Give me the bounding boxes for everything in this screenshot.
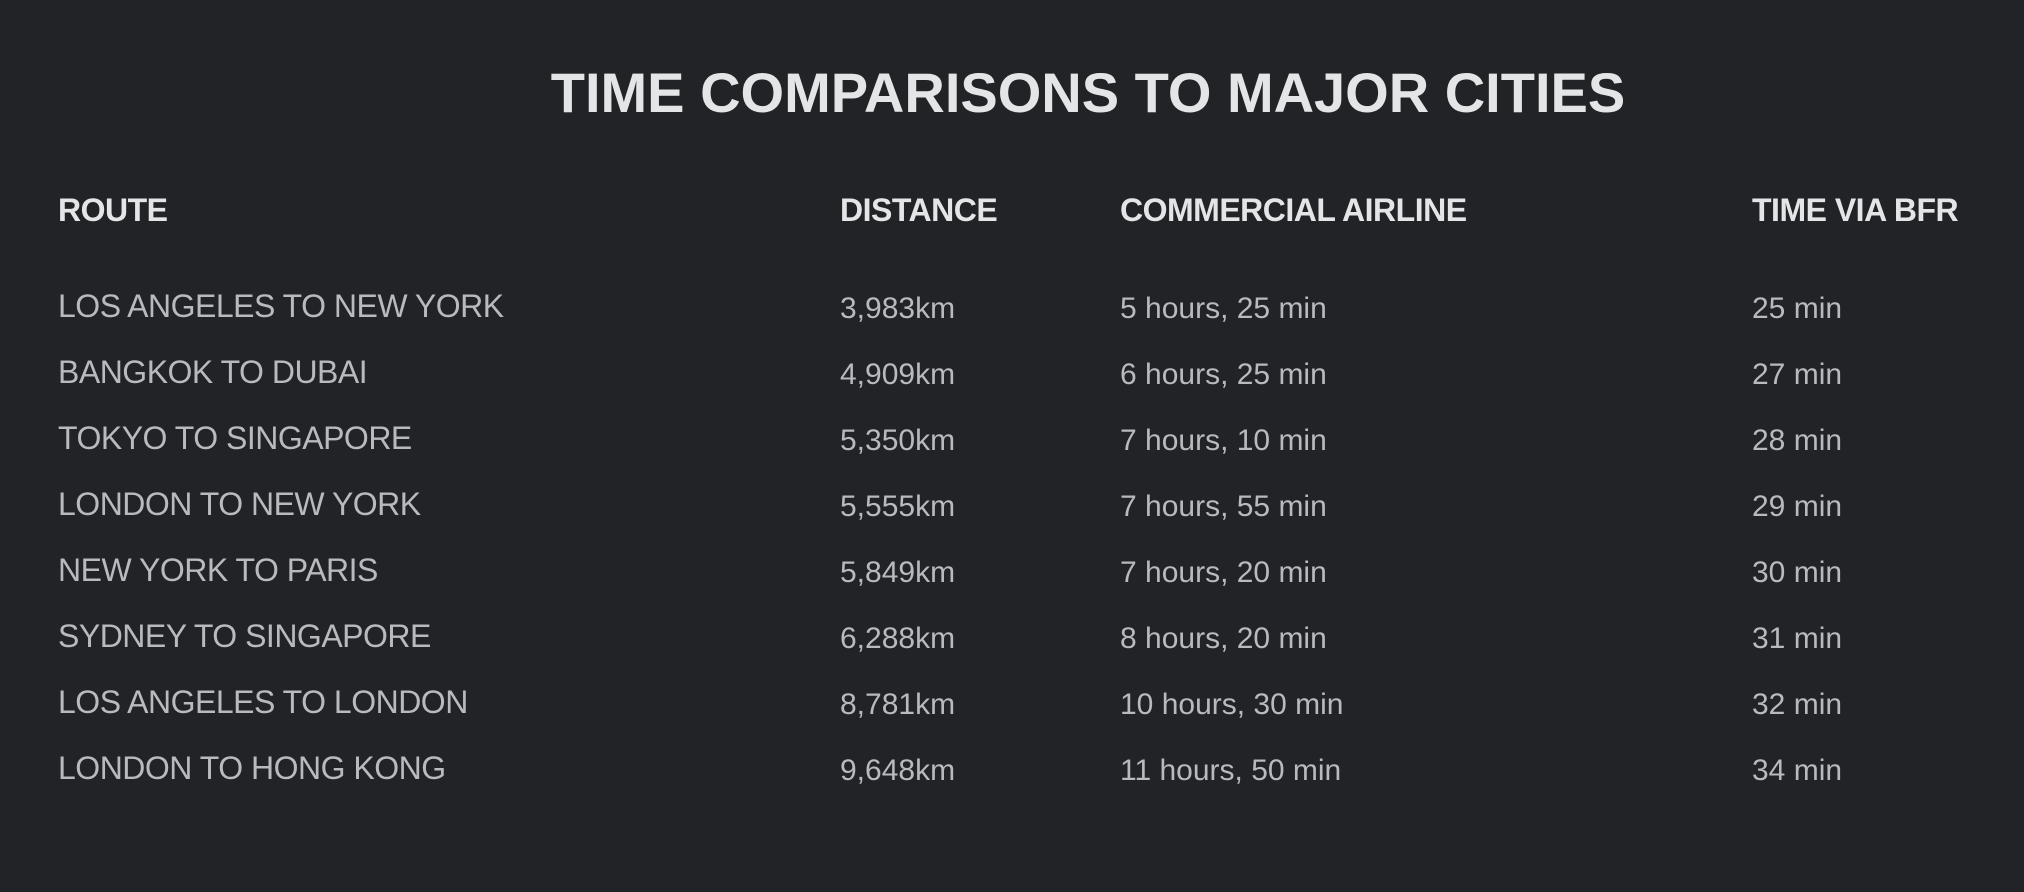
bfr-time-cell: 34 min	[1752, 754, 1843, 787]
distance-cell: 5,350km	[840, 424, 956, 457]
distance-cell: 4,909km	[840, 358, 956, 391]
bfr-time-cell: 29 min	[1752, 490, 1843, 523]
header-commercial-airline: COMMERCIAL AIRLINE	[1120, 192, 1467, 228]
header-distance: DISTANCE	[840, 192, 998, 228]
header-route: ROUTE	[58, 192, 168, 228]
route-cell: TOKYO TO SINGAPORE	[58, 420, 412, 456]
distance-cell: 8,781km	[840, 688, 956, 721]
route-cell: NEW YORK TO PARIS	[58, 552, 378, 588]
table-header-row: ROUTE DISTANCE COMMERCIAL AIRLINE TIME V…	[0, 185, 2024, 235]
airline-time-cell: 7 hours, 20 min	[1120, 556, 1327, 589]
header-time-via-bfr: TIME VIA BFR	[1752, 192, 1959, 228]
airline-time-cell: 11 hours, 50 min	[1120, 754, 1342, 787]
airline-time-cell: 7 hours, 10 min	[1120, 424, 1327, 457]
route-cell: LONDON TO NEW YORK	[58, 486, 421, 522]
distance-cell: 5,849km	[840, 556, 956, 589]
airline-time-cell: 6 hours, 25 min	[1120, 358, 1327, 391]
airline-time-cell: 5 hours, 25 min	[1120, 292, 1327, 325]
bfr-time-cell: 27 min	[1752, 358, 1843, 391]
table-row: TOKYO TO SINGAPORE 5,350km 7 hours, 10 m…	[0, 416, 2024, 466]
distance-cell: 9,648km	[840, 754, 956, 787]
route-cell: BANGKOK TO DUBAI	[58, 354, 368, 390]
bfr-time-cell: 25 min	[1752, 292, 1843, 325]
bfr-time-cell: 30 min	[1752, 556, 1843, 589]
page-title: TIME COMPARISONS TO MAJOR CITIES	[550, 61, 1626, 124]
route-cell: LONDON TO HONG KONG	[58, 750, 446, 786]
table-row: SYDNEY TO SINGAPORE 6,288km 8 hours, 20 …	[0, 614, 2024, 664]
distance-cell: 6,288km	[840, 622, 956, 655]
distance-cell: 5,555km	[840, 490, 956, 523]
table-row: LOS ANGELES TO LONDON 8,781km 10 hours, …	[0, 680, 2024, 730]
route-cell: LOS ANGELES TO LONDON	[58, 684, 468, 720]
table-row: BANGKOK TO DUBAI 4,909km 6 hours, 25 min…	[0, 350, 2024, 400]
table-row: NEW YORK TO PARIS 5,849km 7 hours, 20 mi…	[0, 548, 2024, 598]
airline-time-cell: 8 hours, 20 min	[1120, 622, 1327, 655]
route-cell: SYDNEY TO SINGAPORE	[58, 618, 431, 654]
bfr-time-cell: 32 min	[1752, 688, 1843, 721]
route-cell: LOS ANGELES TO NEW YORK	[58, 288, 504, 324]
table-row: LONDON TO HONG KONG 9,648km 11 hours, 50…	[0, 746, 2024, 796]
bfr-time-cell: 31 min	[1752, 622, 1843, 655]
bfr-time-cell: 28 min	[1752, 424, 1843, 457]
table-row: LOS ANGELES TO NEW YORK 3,983km 5 hours,…	[0, 284, 2024, 334]
airline-time-cell: 7 hours, 55 min	[1120, 490, 1327, 523]
airline-time-cell: 10 hours, 30 min	[1120, 688, 1344, 721]
table-row: LONDON TO NEW YORK 5,555km 7 hours, 55 m…	[0, 482, 2024, 532]
distance-cell: 3,983km	[840, 292, 956, 325]
